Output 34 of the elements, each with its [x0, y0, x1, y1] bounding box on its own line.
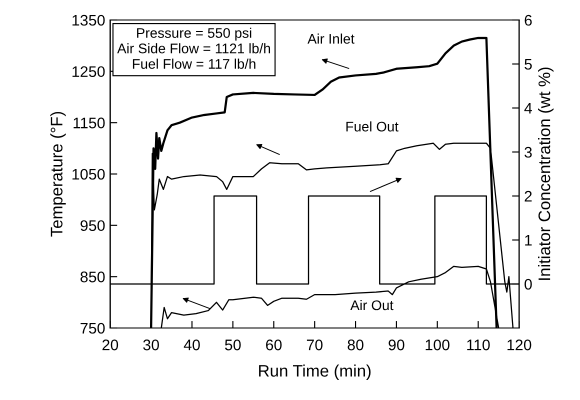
- y2-tick-label: 1: [525, 235, 532, 246]
- y-axis-title: Temperature (°F): [50, 112, 66, 237]
- y-tick-label: 950: [80, 220, 105, 232]
- y2-tick-label: 4: [524, 103, 532, 114]
- text: Air Inlet: [307, 34, 354, 44]
- y-tick-label: 1050: [72, 168, 105, 180]
- y2-tick-label: 5: [524, 59, 532, 70]
- y-tick-label: 1350: [72, 14, 105, 26]
- y2-tick-label: 0: [524, 278, 532, 290]
- annotation: Pressure = 550 psi: [137, 28, 252, 41]
- y-tick-label: 750: [80, 322, 105, 334]
- annotation: Fuel Flow = 117 lb/h: [132, 58, 256, 69]
- x-tick-label: 40: [184, 340, 200, 350]
- y-tick-label: 1250: [72, 66, 105, 78]
- y2-axis-title: Initiator Concentration (wt %): [538, 68, 554, 280]
- y-tick-label: 1150: [74, 118, 105, 128]
- annotation: Air Side Flow = 1121 lb/h: [117, 43, 270, 54]
- y-tick-label: 850: [80, 272, 105, 282]
- x-tick-label: 90: [388, 340, 404, 350]
- series-label: Fuel Out: [346, 121, 398, 132]
- x-tick-label: 120: [508, 340, 532, 350]
- y2-tick-label: 6: [524, 14, 532, 26]
- x-tick-label: 80: [348, 340, 364, 350]
- x-tick-label: 20: [102, 340, 118, 350]
- x-tick-label: 70: [306, 340, 323, 350]
- x-tick-label: 50: [224, 340, 241, 350]
- x-tick-label: 60: [266, 340, 282, 350]
- y2-tick-label: 3: [524, 146, 532, 158]
- x-axis-title: Run Time (min): [259, 364, 371, 380]
- x-tick-label: 30: [143, 340, 159, 350]
- x-tick-label: 100: [426, 340, 450, 350]
- x-tick-label: 110: [467, 340, 490, 350]
- series-label: Air Out: [350, 300, 394, 310]
- y2-tick-label: 2: [524, 190, 532, 202]
